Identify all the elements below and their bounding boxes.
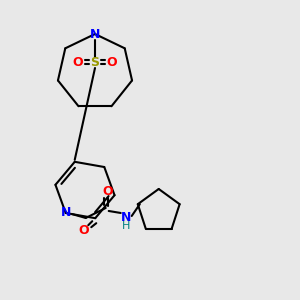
Text: O: O: [78, 224, 88, 237]
Text: O: O: [73, 56, 83, 68]
Text: N: N: [121, 212, 131, 224]
Text: N: N: [90, 28, 100, 40]
Text: N: N: [61, 206, 71, 220]
Text: H: H: [122, 221, 130, 231]
Text: S: S: [91, 56, 100, 68]
Text: O: O: [107, 56, 117, 68]
Text: O: O: [102, 185, 113, 199]
